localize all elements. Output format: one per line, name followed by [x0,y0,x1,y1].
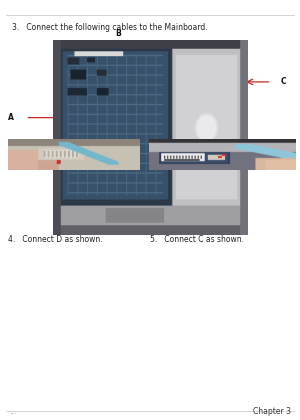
Text: ...: ... [9,407,16,416]
Text: B: B [116,29,122,38]
Text: D: D [123,225,129,234]
Text: A: A [8,113,14,122]
Text: 3.   Connect the following cables to the Mainboard.: 3. Connect the following cables to the M… [12,23,208,32]
Text: 5.   Connect C as shown.: 5. Connect C as shown. [150,236,244,244]
Text: 4.   Connect D as shown.: 4. Connect D as shown. [8,236,102,244]
Text: Chapter 3: Chapter 3 [253,407,291,416]
Text: C: C [280,77,286,87]
